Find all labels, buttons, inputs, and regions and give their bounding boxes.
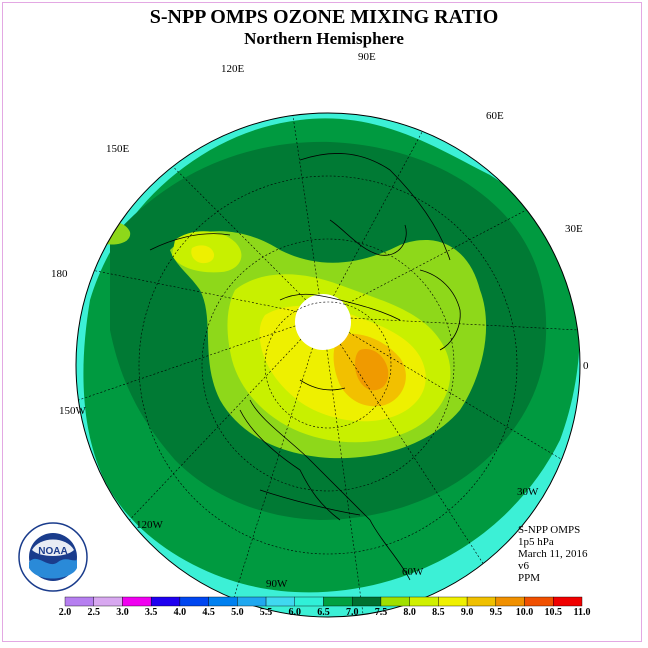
colorbar-tick-label: 8.0 xyxy=(403,607,416,618)
figure-frame xyxy=(2,2,642,642)
lon-label-30e: 30E xyxy=(565,223,583,235)
info-date: March 11, 2016 xyxy=(518,548,588,560)
info-units: PPM xyxy=(518,572,541,584)
colorbar-tick-label: 11.0 xyxy=(573,607,591,618)
colorbar-tick-label: 2.5 xyxy=(87,607,100,618)
colorbar-tick-label: 3.0 xyxy=(116,607,129,618)
colorbar-swatch xyxy=(93,596,123,607)
colorbar-tick-label: 4.0 xyxy=(173,607,187,618)
coastline xyxy=(279,293,401,321)
colorbar-swatch xyxy=(265,596,295,607)
colorbar-tick-label: 6.0 xyxy=(288,607,302,618)
lon-label-150e: 150E xyxy=(106,143,130,155)
coastline xyxy=(419,269,461,351)
colorbar-swatch xyxy=(466,596,497,607)
map-subtitle: Northern Hemisphere xyxy=(244,29,404,48)
map-boundary xyxy=(75,112,581,618)
colorbar-tick-label: 10.0 xyxy=(515,607,534,618)
lon-label-60e: 60E xyxy=(486,110,504,122)
colorbar xyxy=(64,596,583,607)
meridian-line xyxy=(172,166,306,301)
coastline xyxy=(299,153,451,261)
coastline xyxy=(259,489,361,516)
colorbar-swatch xyxy=(352,596,382,607)
latitude-circle xyxy=(201,238,455,492)
lon-label-180: 180 xyxy=(51,268,68,280)
colorbar-tick-label: 10.5 xyxy=(544,607,563,618)
colorbar-swatch xyxy=(150,596,181,607)
graticule xyxy=(78,115,578,615)
coastlines xyxy=(149,153,461,581)
info-version: v6 xyxy=(518,560,529,572)
lon-label-90w: 90W xyxy=(266,578,288,590)
colorbar-swatch xyxy=(237,596,267,607)
lon-label-120e: 120E xyxy=(221,63,245,75)
colorbar-tick-label: 4.5 xyxy=(202,607,215,618)
colorbar-swatch xyxy=(208,596,238,607)
colorbar-tick-label: 6.5 xyxy=(317,607,330,618)
meridian-line xyxy=(94,270,298,312)
coastline xyxy=(299,379,346,391)
meridian-line xyxy=(348,332,562,460)
colorbar-swatch xyxy=(438,596,468,607)
colorbar-swatch xyxy=(294,596,324,607)
meridian-line xyxy=(129,339,302,521)
colorbar-swatch xyxy=(495,596,525,607)
meridian-line xyxy=(326,349,364,615)
colorbar-tick-label: 5.0 xyxy=(231,607,244,618)
colorbar-tick-label: 2.0 xyxy=(58,607,72,618)
lon-label-150w: 150W xyxy=(59,405,86,417)
colorbar-tick-label: 7.5 xyxy=(374,607,388,618)
coastline xyxy=(329,219,407,256)
lon-label-30w: 30W xyxy=(517,486,539,498)
colorbar-swatch xyxy=(323,596,353,607)
colorbar-swatch xyxy=(524,596,554,607)
colorbar-swatch xyxy=(122,596,152,607)
colorbar-tick-label: 9.5 xyxy=(489,607,503,618)
coastline xyxy=(149,233,231,251)
colorbar-tick-label: 9.0 xyxy=(460,607,474,618)
coastline xyxy=(249,399,411,581)
contour-9-0 xyxy=(355,349,389,391)
polar-night-cap xyxy=(295,294,351,350)
colorbar-swatch xyxy=(179,596,209,607)
contour-8-0-west-blob xyxy=(191,245,215,264)
map-title: S-NPP OMPS OZONE MIXING RATIO xyxy=(149,6,499,28)
logo-text: NOAA xyxy=(38,546,67,557)
meridian-line xyxy=(333,131,423,297)
colorbar-tick-label: 8.5 xyxy=(432,607,445,618)
lon-label-90e: 90E xyxy=(358,51,376,63)
info-level: 1p5 hPa xyxy=(518,536,554,548)
colorbar-swatch xyxy=(553,596,583,607)
coastline xyxy=(239,409,341,521)
lon-label-60w: 60W xyxy=(402,566,424,578)
colorbar-swatch xyxy=(380,596,410,607)
lon-label-0: 0 xyxy=(583,360,589,372)
colorbar-swatch xyxy=(64,596,94,607)
meridian-line xyxy=(350,317,578,331)
colorbar-tick-label: 3.5 xyxy=(144,607,158,618)
colorbar-swatch xyxy=(409,596,439,607)
colorbar-tick-label: 7.0 xyxy=(345,607,359,618)
lon-label-120w: 120W xyxy=(136,519,163,531)
latitude-circle xyxy=(138,175,518,555)
info-block: S-NPP OMPS 1p5 hPa March 11, 2016 v6 PPM xyxy=(518,524,588,584)
info-instrument: S-NPP OMPS xyxy=(518,524,581,536)
latitude-circle xyxy=(264,301,392,429)
noaa-logo-icon: NOAA xyxy=(18,522,88,592)
map-disc xyxy=(76,113,580,617)
colorbar-tick-label: 5.5 xyxy=(259,607,273,618)
